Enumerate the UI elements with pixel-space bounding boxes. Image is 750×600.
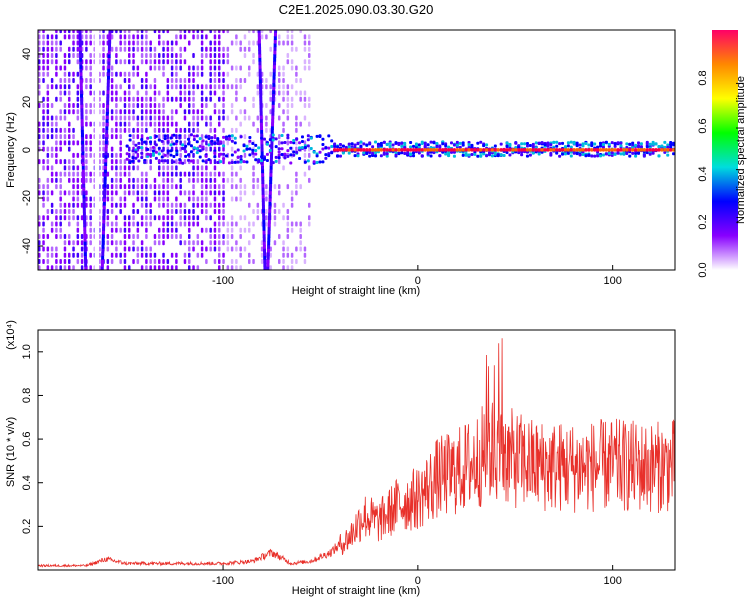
heatmap-cells xyxy=(38,30,675,270)
snr-ytick-label: 1.0 xyxy=(21,344,33,359)
snr-yscale-label: (x10⁴) xyxy=(5,320,17,350)
spectrogram-ytick-label: -40 xyxy=(21,238,33,254)
snr-ytick-label: 0.6 xyxy=(21,431,33,446)
colorbar-tick-label: 0.2 xyxy=(697,214,709,229)
spectrogram-ytick-label: 20 xyxy=(21,96,33,108)
colorbar-tick-label: 0.6 xyxy=(697,118,709,133)
snr-xlabel: Height of straight line (km) xyxy=(292,585,420,597)
snr-ylabel: SNR (10 * v/v) xyxy=(5,417,17,487)
colorbar-tick-label: 0.0 xyxy=(697,262,709,277)
snr-xtick-label: 0 xyxy=(415,575,421,587)
chart-title: C2E1.2025.090.03.30.G20 xyxy=(279,2,434,17)
snr-ytick-label: 0.8 xyxy=(21,388,33,403)
colorbar-ticks: 0.0 0.2 0.4 0.6 0.8 xyxy=(697,70,709,277)
spectrogram-xtick-label: 100 xyxy=(603,275,621,287)
snr-xtick-label: 100 xyxy=(603,575,621,587)
colorbar-tick-label: 0.4 xyxy=(697,166,709,181)
spectrogram-xtick-label: 0 xyxy=(415,275,421,287)
snr-panel: -100 0 100 0.2 0.4 0.6 0.8 1.0 (x10⁴) Height of… xyxy=(5,320,676,597)
snr-xtick-label: -100 xyxy=(212,575,234,587)
snr-ticks: -100 0 100 0.2 0.4 0.6 0.8 1.0 xyxy=(21,344,622,587)
colorbar-tick-label: 0.8 xyxy=(697,70,709,85)
snr-ytick-label: 0.2 xyxy=(21,519,33,534)
snr-ytick-label: 0.4 xyxy=(21,475,33,490)
colorbar: 0.0 0.2 0.4 0.6 0.8 Normalized spectral ampl… xyxy=(697,30,747,278)
spectrogram-ylabel: Frequency (Hz) xyxy=(5,112,17,188)
spectrogram-ticks: -100 0 100 -40 -20 0 20 40 xyxy=(21,48,622,287)
spectrogram-ytick-label: -20 xyxy=(21,190,33,206)
colorbar-label: Normalized spectral amplitude xyxy=(735,76,747,224)
spectrogram-xlabel: Height of straight line (km) xyxy=(292,285,420,297)
spectrogram-panel: -100 0 100 -40 -20 0 20 40 Height of straight l… xyxy=(5,29,676,297)
spectrogram-ytick-label: 40 xyxy=(21,48,33,60)
spectrogram-ytick-label: 0 xyxy=(21,147,33,153)
snr-series-line xyxy=(38,338,675,568)
spectrogram-xtick-label: -100 xyxy=(212,275,234,287)
